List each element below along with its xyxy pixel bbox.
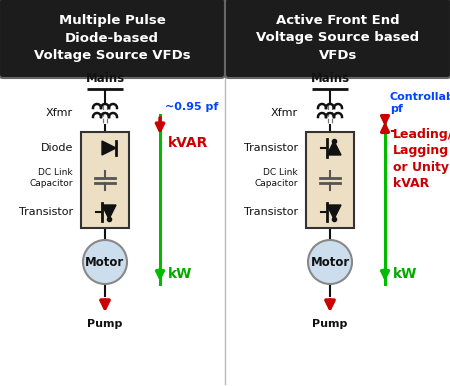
Bar — [81, 132, 129, 228]
Text: Leading/
Lagging
or Unity
kVAR: Leading/ Lagging or Unity kVAR — [393, 128, 450, 190]
Text: Diode: Diode — [40, 143, 73, 153]
Text: kVAR: kVAR — [168, 136, 208, 150]
Bar — [306, 164, 354, 196]
Text: Transistor: Transistor — [19, 207, 73, 217]
Text: Mains: Mains — [310, 72, 350, 85]
Text: Motor: Motor — [86, 256, 125, 269]
Text: Motor: Motor — [310, 256, 350, 269]
Text: Active Front End
Voltage Source based
VFDs: Active Front End Voltage Source based VF… — [256, 14, 419, 62]
FancyBboxPatch shape — [0, 0, 225, 78]
FancyBboxPatch shape — [225, 0, 450, 78]
Bar — [306, 132, 354, 164]
Polygon shape — [102, 141, 116, 155]
Text: Xfmr: Xfmr — [271, 108, 298, 118]
Bar — [81, 132, 129, 164]
Text: -: - — [389, 124, 396, 139]
Bar — [81, 132, 129, 228]
Text: kW: kW — [168, 267, 193, 281]
Text: DC Link
Capacitor: DC Link Capacitor — [30, 168, 73, 188]
Text: Controllable
pf: Controllable pf — [390, 92, 450, 114]
Text: Xfmr: Xfmr — [46, 108, 73, 118]
Bar — [306, 132, 354, 228]
Bar — [306, 196, 354, 228]
Polygon shape — [102, 205, 116, 219]
Circle shape — [308, 240, 352, 284]
Bar — [81, 164, 129, 196]
Circle shape — [83, 240, 127, 284]
Text: DC Link
Capacitor: DC Link Capacitor — [255, 168, 298, 188]
Text: Multiple Pulse
Diode-based
Voltage Source VFDs: Multiple Pulse Diode-based Voltage Sourc… — [34, 14, 190, 62]
Text: kW: kW — [393, 267, 418, 281]
Text: Mains: Mains — [86, 72, 125, 85]
Text: Pump: Pump — [87, 319, 123, 329]
Bar — [81, 196, 129, 228]
Polygon shape — [327, 141, 341, 155]
Text: Transistor: Transistor — [244, 143, 298, 153]
Polygon shape — [327, 205, 341, 219]
Text: Transistor: Transistor — [244, 207, 298, 217]
Text: ~0.95 pf: ~0.95 pf — [165, 102, 218, 112]
Text: Pump: Pump — [312, 319, 348, 329]
